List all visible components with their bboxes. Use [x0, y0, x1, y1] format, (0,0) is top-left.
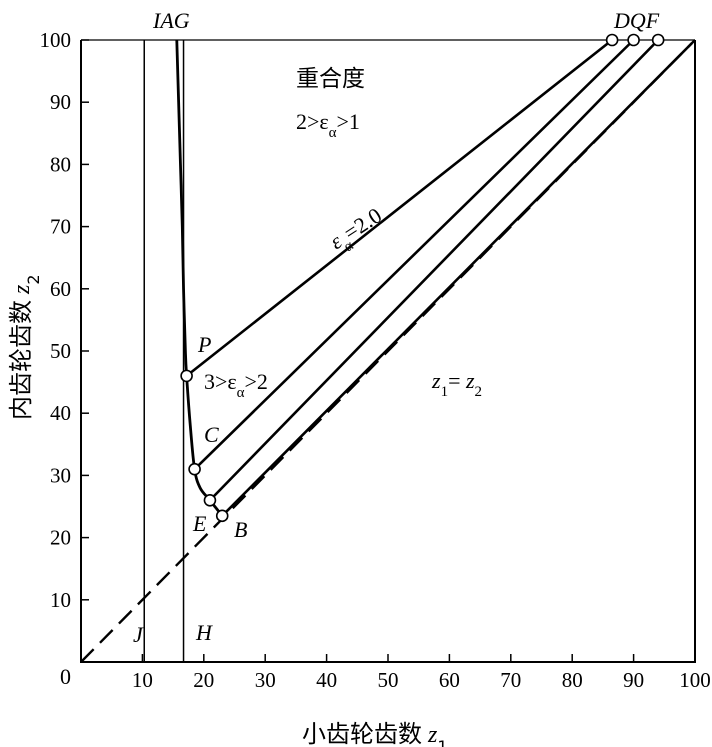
y-tick-label-80: 80 [50, 152, 71, 176]
series-line-z1-z2 [80, 39, 696, 663]
y-title-sub: 2 [24, 274, 43, 284]
y-tick-label-40: 40 [50, 401, 71, 425]
note-title: 重合度 [296, 66, 365, 92]
annotations: IAG DQF P C E B J H 0 重合度 2>εα>1 3>εα>2 … [7, 8, 660, 747]
y-tick-label-30: 30 [50, 463, 71, 487]
marker-f [651, 33, 665, 47]
x-tick-label-10: 10 [132, 668, 153, 692]
marker-p [180, 369, 193, 383]
x-tick-label-60: 60 [439, 668, 460, 692]
region-post: >2 [245, 369, 268, 394]
y-tick-label-100: 100 [40, 28, 72, 52]
label-h: H [195, 620, 213, 645]
markers [180, 33, 665, 523]
y-tick-label-20: 20 [50, 526, 71, 550]
label-b: B [234, 517, 247, 542]
y-axis-title: 内齿轮齿数 z2 [7, 274, 43, 420]
x-tick-label-40: 40 [316, 668, 337, 692]
label-iag: IAG [152, 8, 190, 33]
diag-b-sub: 2 [475, 384, 483, 400]
label-p: P [197, 332, 211, 357]
y-tick-label-10: 10 [50, 588, 71, 612]
region-sub: α [237, 385, 245, 401]
note-range-start: 2>ε [296, 109, 329, 134]
boundary-curve-group [175, 39, 224, 517]
series-lines [80, 38, 696, 663]
x-tick-label-20: 20 [193, 668, 214, 692]
region-label: 3>εα>2 [204, 369, 268, 401]
x-title-text: 小齿轮齿数 [302, 720, 422, 747]
tick-labels: 10 20 30 40 50 60 70 80 90 1001020304050607080901… [40, 28, 711, 692]
y-title-text: 内齿轮齿数 [7, 300, 35, 420]
note-range-end: >1 [337, 109, 360, 134]
vertical-lines [143, 40, 185, 662]
label-dqf: DQF [613, 8, 660, 33]
marker-d [605, 33, 619, 47]
label-e: E [192, 511, 207, 536]
y-tick-label-70: 70 [50, 215, 71, 239]
diag-a: z [431, 368, 441, 393]
x-tick-label-90: 90 [623, 668, 644, 692]
y-tick-label-50: 50 [50, 339, 71, 363]
diag-eq: = [448, 368, 466, 393]
x-title-var: z [427, 722, 438, 747]
series-line-c [193, 39, 635, 471]
x-tick-label-80: 80 [562, 668, 583, 692]
y-tick-label-60: 60 [50, 277, 71, 301]
diag-a-sub: 1 [441, 384, 449, 400]
region-pre: 3>ε [204, 369, 237, 394]
series-line-p [185, 38, 613, 377]
ratio-label: εα=2.0 [325, 202, 390, 260]
x-tick-label-50: 50 [378, 668, 399, 692]
marker-c [188, 462, 201, 476]
series-line-e [209, 39, 660, 502]
x-tick-label-70: 70 [500, 668, 521, 692]
x-title-sub: 1 [437, 737, 447, 747]
diag-b: z [465, 368, 475, 393]
label-c: C [204, 422, 219, 447]
marker-e [203, 493, 217, 507]
label-j: J [133, 622, 144, 647]
y-tick-label-90: 90 [50, 90, 71, 114]
x-tick-label-100: 100 [679, 668, 711, 692]
note-range-sub: α [329, 125, 337, 141]
y-title-var: z [9, 284, 35, 295]
note-range: 2>εα>1 [296, 109, 360, 141]
marker-b [215, 509, 229, 523]
x-tick-label-30: 30 [255, 668, 276, 692]
x-axis-title: 小齿轮齿数 z1 [302, 720, 448, 747]
boundary-curve [175, 39, 224, 517]
diag-label: z1= z2 [431, 368, 482, 400]
origin-label: 0 [60, 664, 71, 689]
marker-q [627, 33, 640, 47]
